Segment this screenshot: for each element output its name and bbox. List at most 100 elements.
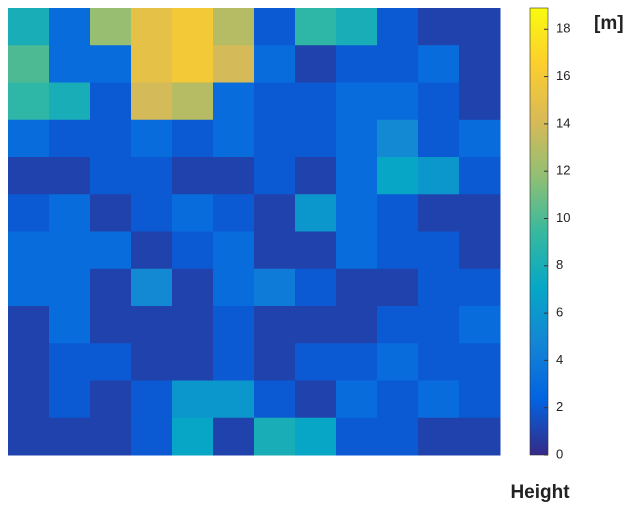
height-cell xyxy=(131,232,173,270)
height-cell xyxy=(131,194,173,232)
height-cell xyxy=(336,232,378,270)
height-cell xyxy=(131,306,173,344)
colorbar-tick-label: 14 xyxy=(556,115,570,130)
height-cell xyxy=(418,45,460,83)
colorbar-tick-label: 18 xyxy=(556,21,570,36)
height-map xyxy=(8,8,501,456)
x-label: Height xyxy=(510,482,570,503)
colorbar-tick-label: 12 xyxy=(556,163,570,178)
height-cell xyxy=(254,83,296,121)
height-cell xyxy=(172,418,214,456)
height-cell xyxy=(172,269,214,307)
height-cell xyxy=(8,269,50,307)
height-cell xyxy=(459,194,501,232)
height-cell xyxy=(49,157,91,195)
height-cell xyxy=(418,8,460,46)
colorbar-tick-label: 16 xyxy=(556,68,570,83)
height-cell xyxy=(254,8,296,46)
height-cell xyxy=(49,232,91,270)
height-cell xyxy=(336,157,378,195)
height-cell xyxy=(459,83,501,121)
chart: [m] Height 024681012141618 xyxy=(0,0,632,507)
height-cell xyxy=(90,8,132,46)
height-cell xyxy=(254,306,296,344)
height-cell xyxy=(295,8,337,46)
colorbar xyxy=(530,8,548,455)
height-cell xyxy=(418,269,460,307)
colorbar-tick-label: 8 xyxy=(556,257,563,272)
height-cell xyxy=(459,232,501,270)
height-cell xyxy=(213,120,255,158)
height-cell xyxy=(418,381,460,419)
height-cell xyxy=(8,194,50,232)
height-cell xyxy=(459,306,501,344)
height-cell xyxy=(418,83,460,121)
height-cell xyxy=(459,269,501,307)
height-cell xyxy=(377,232,419,270)
height-cell xyxy=(295,83,337,121)
height-cell xyxy=(49,381,91,419)
height-cell xyxy=(418,157,460,195)
height-cell xyxy=(254,157,296,195)
height-cell xyxy=(8,120,50,158)
height-cell xyxy=(213,418,255,456)
height-cell xyxy=(336,381,378,419)
colorbar-label: [m] xyxy=(594,13,624,34)
height-cell xyxy=(213,343,255,381)
height-cell xyxy=(90,83,132,121)
height-cell xyxy=(459,120,501,158)
height-cell xyxy=(295,194,337,232)
height-cell xyxy=(172,306,214,344)
height-cell xyxy=(377,8,419,46)
height-cell xyxy=(213,8,255,46)
height-cell xyxy=(131,381,173,419)
height-cell xyxy=(49,8,91,46)
height-cell xyxy=(377,194,419,232)
height-cell xyxy=(336,269,378,307)
height-cell xyxy=(90,157,132,195)
height-cell xyxy=(8,418,50,456)
height-cell xyxy=(172,194,214,232)
height-cell xyxy=(459,8,501,46)
height-cell xyxy=(377,83,419,121)
height-cell xyxy=(131,157,173,195)
height-cell xyxy=(8,157,50,195)
height-cell xyxy=(213,194,255,232)
height-cell xyxy=(172,232,214,270)
height-cell xyxy=(377,45,419,83)
page: {"chart_data": {"type": "heatmap", "colo… xyxy=(0,0,632,507)
height-cell xyxy=(295,232,337,270)
height-cell xyxy=(172,83,214,121)
height-cell xyxy=(8,381,50,419)
height-cell xyxy=(49,194,91,232)
height-cell xyxy=(90,381,132,419)
height-cell xyxy=(254,232,296,270)
height-cell xyxy=(336,343,378,381)
height-cell xyxy=(377,120,419,158)
height-cell xyxy=(254,269,296,307)
height-cell xyxy=(336,83,378,121)
height-cell xyxy=(377,418,419,456)
height-cell xyxy=(49,343,91,381)
height-cell xyxy=(172,120,214,158)
height-cell xyxy=(377,157,419,195)
height-cell xyxy=(295,45,337,83)
height-cell xyxy=(172,343,214,381)
height-cell xyxy=(131,418,173,456)
height-cell xyxy=(49,83,91,121)
colorbar-tick-label: 6 xyxy=(556,305,563,320)
height-cell xyxy=(295,381,337,419)
height-cell xyxy=(459,157,501,195)
height-cell xyxy=(336,306,378,344)
height-cell xyxy=(377,381,419,419)
colorbar-tick-label: 4 xyxy=(556,352,563,367)
colorbar-tick-label: 10 xyxy=(556,210,570,225)
height-cell xyxy=(49,269,91,307)
height-cell xyxy=(8,83,50,121)
height-cell xyxy=(295,418,337,456)
height-cell xyxy=(336,45,378,83)
height-cell xyxy=(172,45,214,83)
height-cell xyxy=(172,157,214,195)
height-cell xyxy=(295,269,337,307)
height-cell xyxy=(254,343,296,381)
